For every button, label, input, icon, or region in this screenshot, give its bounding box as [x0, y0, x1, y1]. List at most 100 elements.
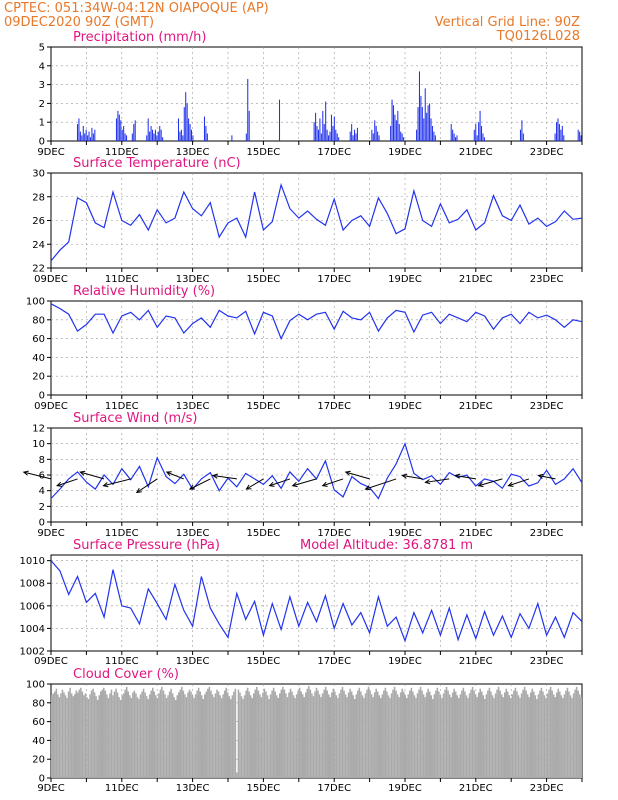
cloud-cover-bar: [167, 695, 169, 778]
cloud-cover-bar: [471, 686, 474, 778]
wind-vector: [478, 478, 503, 487]
temperature-xtick-label: 23DEC: [530, 274, 564, 285]
cloud-cover-bar: [326, 690, 328, 778]
precipitation-bar: [429, 103, 431, 141]
precipitation-bar: [338, 137, 340, 141]
precipitation-bar: [180, 129, 182, 141]
wind-vector-head: [321, 481, 328, 487]
cloud-cover-bar: [419, 686, 422, 778]
cloud-cover-bar: [121, 695, 123, 778]
cloud-cover-bar: [369, 690, 371, 778]
cloud-cover-xtick-label: 9DEC: [37, 783, 64, 794]
cloud-cover-bar: [433, 694, 436, 778]
cloud-cover-bar: [272, 687, 275, 778]
cloud-cover-bar: [407, 694, 410, 778]
cloud-cover-bar: [462, 687, 465, 778]
precipitation-bar: [418, 71, 420, 141]
humidity-ytick-label: 80: [32, 315, 45, 326]
cloud-cover-bar: [109, 693, 111, 778]
precipitation-bar: [126, 135, 128, 141]
pressure-series-line: [50, 560, 583, 643]
precipitation-bar: [160, 129, 162, 141]
cloud-cover-bar: [428, 691, 431, 778]
cloud-cover-bar: [51, 695, 53, 778]
precipitation-bar: [326, 129, 328, 141]
wind-ytick-label: 8: [39, 455, 45, 466]
precipitation-bar: [378, 135, 380, 141]
precipitation-bar: [328, 135, 330, 141]
cloud-cover-bar: [78, 689, 81, 778]
cloud-cover-bar: [485, 694, 488, 778]
precipitation-bar: [278, 99, 281, 141]
pressure-ytick-label: 1006: [20, 601, 45, 612]
cloud-cover-bar: [484, 699, 486, 778]
wind-vector-head: [344, 470, 351, 476]
precipitation-bar: [349, 131, 351, 141]
precipitation-bar: [453, 133, 455, 141]
cloud-cover-bar: [230, 699, 232, 778]
cloud-cover-xtick-label: 19DEC: [388, 783, 422, 794]
cloud-cover-bar: [534, 695, 537, 778]
cloud-cover-bar: [568, 691, 570, 778]
cloud-cover-bar: [282, 686, 284, 778]
cloud-cover-bar: [122, 693, 125, 778]
cloud-cover-bar: [280, 689, 283, 778]
precipitation-bar: [397, 110, 399, 141]
precipitation-bar: [371, 129, 373, 141]
precipitation-bar: [179, 131, 181, 141]
precipitation-bar: [434, 135, 436, 141]
cloud-cover-bar: [234, 688, 237, 778]
cloud-cover-bar: [72, 696, 74, 778]
precipitation-xtick-label: 9DEC: [37, 147, 64, 158]
wind-vector-head: [56, 481, 63, 487]
precipitation-bar: [82, 125, 84, 141]
cloud-cover-bar: [256, 686, 258, 778]
cloud-cover-bar: [526, 694, 529, 778]
cloud-cover-bar: [341, 686, 344, 778]
cloud-cover-title: Cloud Cover (%): [73, 667, 179, 682]
cloud-cover-bar: [435, 690, 437, 778]
cloud-cover-bar: [208, 686, 211, 778]
pressure-model-altitude: Model Altitude: 36.8781 m: [300, 538, 473, 553]
cloud-cover-bar: [358, 687, 361, 778]
cloud-cover-bar: [436, 687, 439, 778]
cloud-cover-bar: [344, 694, 347, 778]
cloud-cover-bar: [536, 699, 538, 778]
cloud-cover-bar: [447, 690, 449, 778]
cloud-cover-bar: [243, 695, 246, 778]
cloud-cover-bar: [338, 693, 341, 778]
cloud-cover-bar: [289, 688, 292, 778]
wind-vector-head: [268, 481, 275, 487]
cloud-cover-bar: [477, 692, 480, 778]
cloud-cover-bar: [75, 690, 78, 778]
pressure-ytick-label: 1004: [20, 624, 45, 635]
cloud-cover-bar: [84, 693, 87, 778]
cloud-cover-bar: [57, 694, 59, 778]
cloud-cover-bar: [200, 695, 203, 778]
cloud-cover-bar: [545, 698, 547, 778]
precipitation-bar: [159, 125, 161, 141]
cloud-cover-bar: [453, 688, 455, 778]
cloud-cover-bar: [327, 694, 330, 778]
cloud-cover-bar: [236, 772, 238, 778]
cloud-cover-bar: [444, 689, 446, 778]
precipitation-bar: [85, 129, 87, 141]
cloud-cover-bar: [184, 694, 186, 778]
cloud-cover-bar: [199, 691, 201, 778]
humidity-xtick-label: 19DEC: [388, 401, 422, 412]
cloud-cover-bar: [481, 691, 483, 778]
cloud-cover-bar: [303, 697, 306, 778]
cloud-cover-bar: [461, 690, 463, 778]
cloud-cover-bar: [274, 691, 276, 778]
wind-vector-head: [537, 473, 544, 479]
precipitation-bar: [427, 105, 429, 141]
cloud-cover-bar: [482, 695, 485, 778]
cloud-cover-bar: [343, 690, 345, 778]
cloud-cover-bar: [540, 687, 543, 778]
temperature-ytick-label: 22: [32, 264, 45, 275]
cloud-cover-bar: [305, 692, 307, 778]
wind-xtick-label: 11DEC: [105, 528, 139, 539]
cloud-cover-bar: [216, 689, 218, 778]
cloud-cover-xtick-label: 15DEC: [247, 783, 281, 794]
cloud-cover-bar: [424, 697, 426, 778]
